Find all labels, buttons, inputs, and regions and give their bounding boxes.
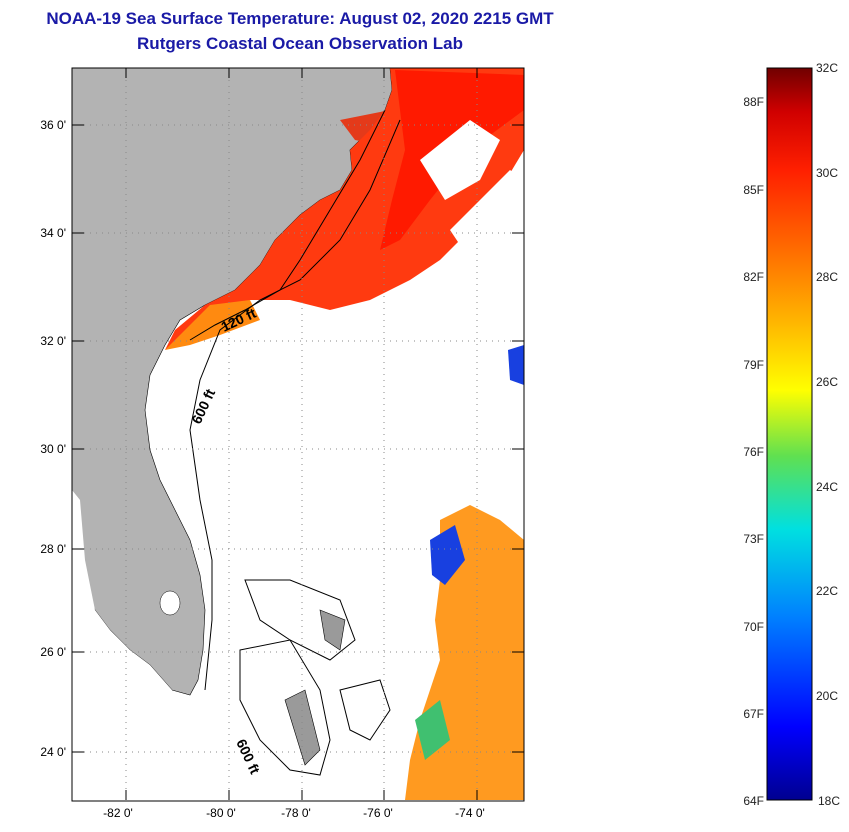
colorbar-f-label: 73F bbox=[743, 532, 764, 546]
sst-blue-patch bbox=[430, 525, 465, 585]
lon-tick: -80 0' bbox=[206, 806, 236, 820]
lon-tick: -78 0' bbox=[281, 806, 311, 820]
colorbar-c-label: 20C bbox=[816, 689, 839, 703]
colorbar-f-label: 82F bbox=[743, 270, 764, 284]
colorbar-f-label: 76F bbox=[743, 445, 764, 459]
cloud-gap bbox=[450, 170, 524, 260]
lat-tick: 26 0' bbox=[40, 645, 66, 659]
lon-tick: -74 0' bbox=[455, 806, 485, 820]
lat-tick: 34 0' bbox=[40, 226, 66, 240]
colorbar-f-label: 88F bbox=[743, 95, 764, 109]
colorbar-c-label: 28C bbox=[816, 270, 839, 284]
lat-tick: 30 0' bbox=[40, 442, 66, 456]
colorbar-c-label: 30C bbox=[816, 166, 839, 180]
map-subtitle: Rutgers Coastal Ocean Observation Lab bbox=[137, 34, 463, 53]
colorbar-f-label: 67F bbox=[743, 707, 764, 721]
lat-tick: 36 0' bbox=[40, 118, 66, 132]
sst-blue-patch bbox=[508, 345, 524, 385]
gulf-water bbox=[72, 490, 172, 800]
grid-lines bbox=[72, 68, 524, 800]
lon-tick: -76 0' bbox=[363, 806, 393, 820]
colorbar-c-label: 22C bbox=[816, 584, 839, 598]
lat-tick: 28 0' bbox=[40, 542, 66, 556]
sst-coastal-orange bbox=[165, 300, 260, 350]
cloud-gap bbox=[420, 120, 500, 200]
bahamas-islands bbox=[319, 609, 346, 651]
frame-ticks bbox=[72, 68, 524, 800]
lat-tick: 32 0' bbox=[40, 334, 66, 348]
colorbar-f-label: 70F bbox=[743, 620, 764, 634]
colorbar-f-label: 85F bbox=[743, 183, 764, 197]
lon-tick: -82 0' bbox=[103, 806, 133, 820]
colorbar-f-label: 79F bbox=[743, 358, 764, 372]
colorbar-c-label: 32C bbox=[816, 61, 839, 75]
map-title: NOAA-19 Sea Surface Temperature: August … bbox=[46, 9, 554, 28]
bahamas-islands bbox=[284, 689, 321, 766]
sst-green-patch bbox=[415, 700, 450, 760]
lake-okeechobee bbox=[159, 590, 181, 616]
lat-tick: 24 0' bbox=[40, 745, 66, 759]
colorbar-f-label: 64F bbox=[743, 794, 764, 808]
bahamas-banks bbox=[339, 679, 391, 741]
colorbar-c-label: 18C bbox=[818, 794, 841, 808]
contour-600ft bbox=[189, 119, 401, 691]
colorbar-c-label: 24C bbox=[816, 480, 839, 494]
contour-120ft bbox=[189, 109, 386, 341]
colorbar bbox=[766, 67, 813, 801]
colorbar-c-label: 26C bbox=[816, 375, 839, 389]
